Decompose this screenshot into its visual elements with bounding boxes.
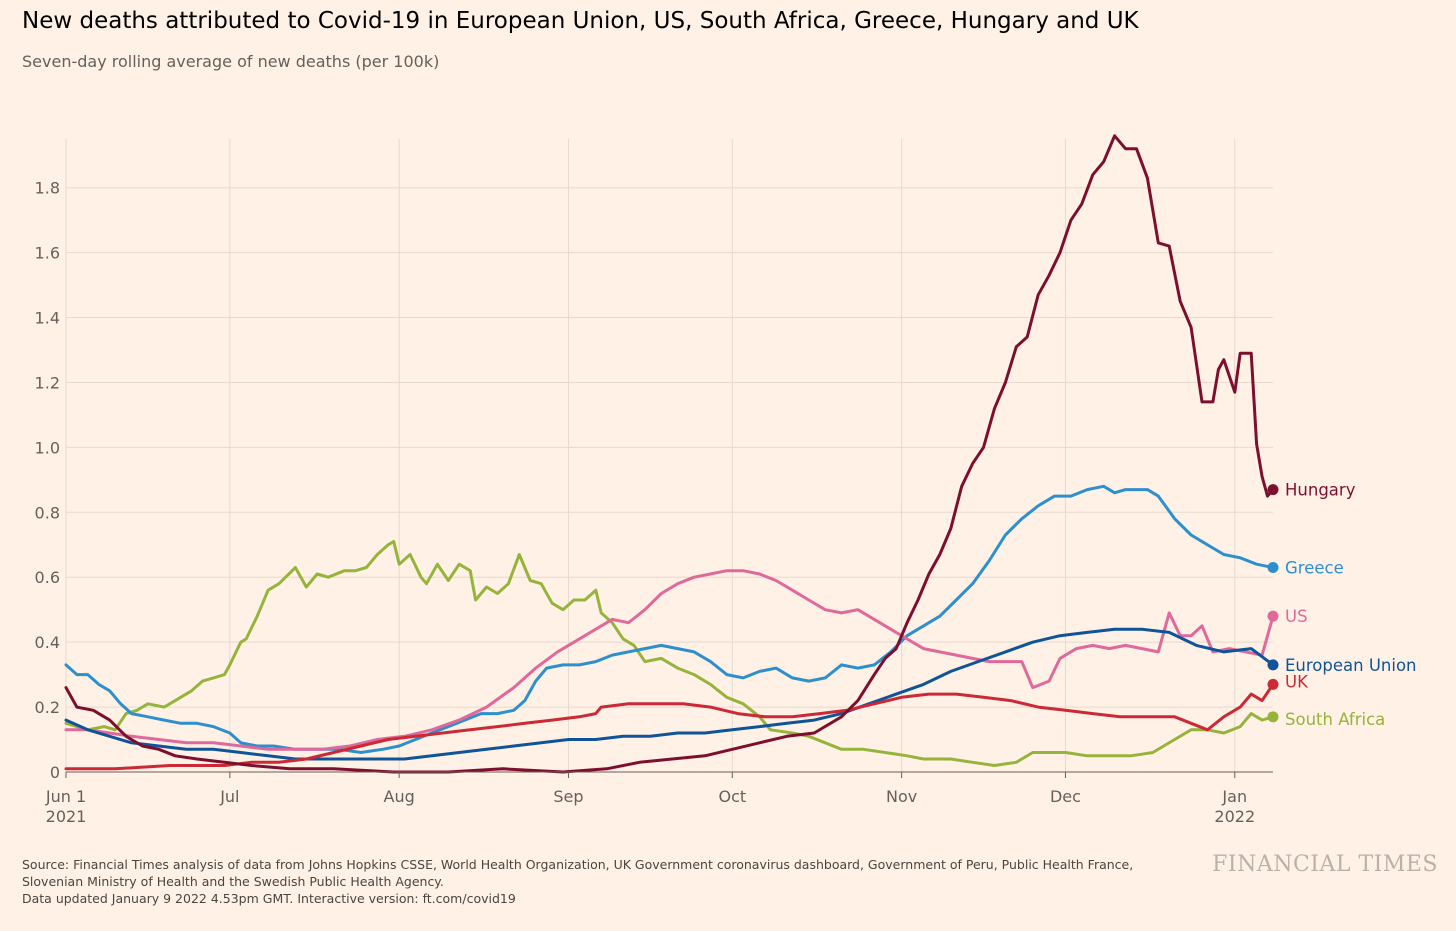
ft-logo: FINANCIAL TIMES (1212, 852, 1438, 877)
y-tick-label: 1.2 (35, 373, 60, 392)
y-tick-label: 0.4 (35, 633, 60, 652)
source-line-2: Slovenian Ministry of Health and the Swe… (22, 874, 444, 889)
series-label-european-union: European Union (1285, 656, 1417, 675)
chart-title: New deaths attributed to Covid-19 in Eur… (22, 8, 1139, 34)
x-tick-label: Jan (1221, 787, 1247, 806)
series-line-us (64, 569, 1275, 751)
source-line-1: Source: Financial Times analysis of data… (22, 857, 1134, 872)
y-tick-label: 1.4 (35, 309, 60, 328)
end-marker-hungary (1267, 484, 1279, 496)
x-tick-label: Jul (219, 787, 239, 806)
end-marker-greece (1267, 561, 1279, 573)
x-tick-label: Jun 1 (45, 787, 86, 806)
x-tick-label: Aug (384, 787, 415, 806)
series-label-hungary: Hungary (1285, 481, 1356, 500)
end-marker-south-africa (1267, 711, 1279, 723)
y-tick-label: 0.6 (35, 568, 60, 587)
end-marker-uk (1267, 678, 1279, 690)
x-tick-sublabel: 2022 (1214, 807, 1255, 826)
series-lines (64, 134, 1275, 774)
y-tick-label: 0.2 (35, 698, 60, 717)
y-tick-label: 1.8 (35, 179, 60, 198)
series-line-european-union (64, 627, 1275, 761)
series-label-us: US (1285, 607, 1308, 626)
series-label-greece: Greece (1285, 558, 1344, 577)
series-label-south-africa: South Africa (1285, 710, 1385, 729)
x-tick-label: Nov (886, 787, 917, 806)
x-tick-label: Oct (718, 787, 746, 806)
y-tick-label: 0 (50, 763, 60, 782)
series-line-uk (64, 682, 1275, 771)
y-tick-label: 1.6 (35, 244, 60, 263)
grid (65, 139, 1273, 772)
end-marker-us (1267, 610, 1279, 622)
end-marker-european-union (1267, 659, 1279, 671)
series-line-hungary (64, 134, 1275, 774)
source-note: Source: Financial Times analysis of data… (22, 856, 1133, 907)
series-label-uk: UK (1285, 672, 1309, 691)
y-tick-label: 1.0 (35, 438, 60, 457)
series-line-south-africa (64, 540, 1275, 767)
x-tick-sublabel: 2021 (46, 807, 87, 826)
chart-subtitle: Seven-day rolling average of new deaths … (22, 52, 440, 71)
update-note: Data updated January 9 2022 4.53pm GMT. … (22, 891, 516, 906)
series-line-greece (64, 484, 1275, 754)
x-tick-label: Sep (553, 787, 583, 806)
y-tick-label: 0.8 (35, 503, 60, 522)
x-tick-label: Dec (1050, 787, 1081, 806)
